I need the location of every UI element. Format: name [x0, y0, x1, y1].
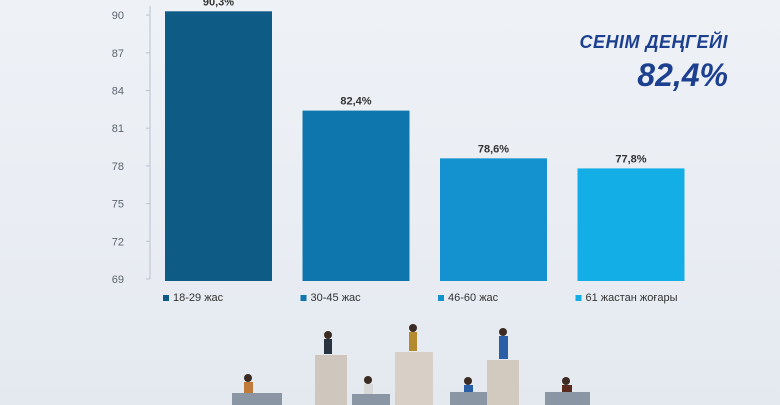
bar-3	[440, 158, 547, 281]
bar-1	[165, 11, 272, 281]
y-tick-label: 72	[112, 236, 124, 248]
figurines-illustration	[232, 324, 590, 405]
y-tick-label: 78	[112, 161, 124, 173]
bar-4	[577, 168, 685, 281]
legend-label: 61 жастан жоғары	[586, 292, 678, 304]
y-tick-label: 84	[112, 85, 124, 97]
legend-label: 30-45 жас	[311, 292, 362, 304]
bar-value-label: 77,8%	[615, 153, 646, 165]
bar-value-label: 78,6%	[478, 143, 509, 155]
legend-swatch	[438, 295, 444, 301]
y-tick-label: 81	[112, 123, 124, 135]
bar-value-label: 82,4%	[340, 96, 371, 108]
legend-label: 18-29 жас	[173, 292, 224, 304]
y-tick-label: 90	[112, 10, 124, 22]
legend-swatch	[575, 295, 582, 301]
legend-swatch	[163, 295, 169, 301]
trust-level-callout: СЕНІМ ДЕҢГЕЙІ 82,4%	[579, 32, 728, 94]
y-tick-label: 75	[112, 199, 124, 211]
bar-2	[302, 110, 410, 281]
bar-value-label: 90,3%	[203, 0, 234, 8]
callout-value: 82,4%	[637, 57, 728, 93]
legend-swatch	[300, 295, 307, 301]
y-tick-label: 87	[112, 48, 124, 60]
callout-label: СЕНІМ ДЕҢГЕЙІ	[579, 32, 728, 52]
legend-label: 46-60 жас	[448, 292, 499, 304]
y-tick-label: 69	[112, 274, 124, 286]
